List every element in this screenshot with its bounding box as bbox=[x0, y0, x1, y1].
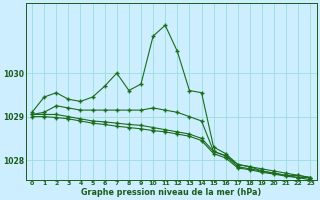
X-axis label: Graphe pression niveau de la mer (hPa): Graphe pression niveau de la mer (hPa) bbox=[81, 188, 261, 197]
